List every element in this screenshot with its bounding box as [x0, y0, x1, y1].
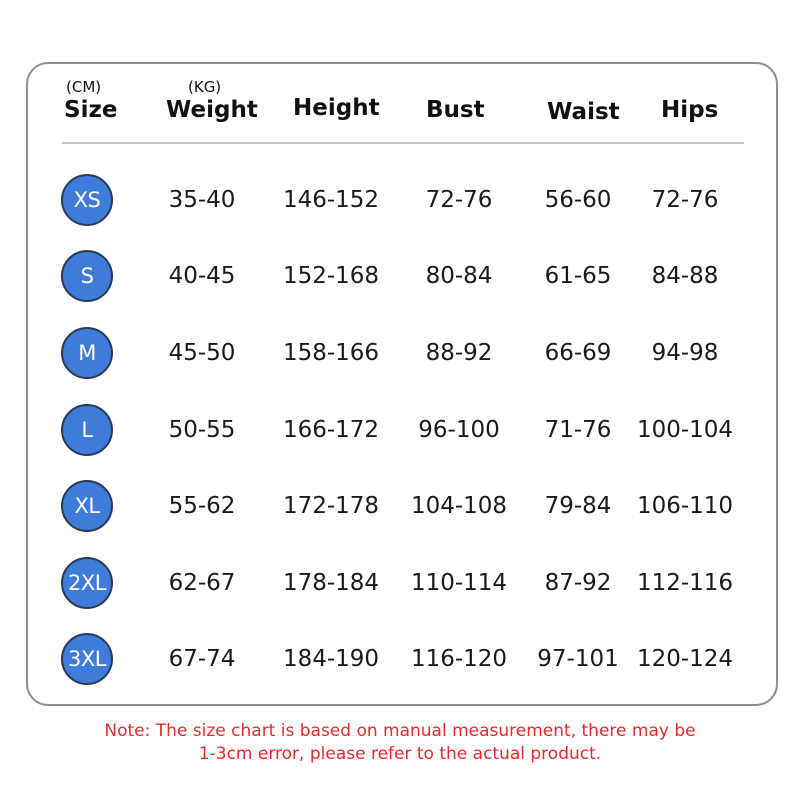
table-cell-weight: 50-55 [168, 417, 236, 443]
table-cell-waist: 97-101 [537, 646, 619, 672]
note-line-2: 1-3cm error, please refer to the actual … [198, 744, 602, 764]
table-cell-hips: 84-88 [651, 263, 719, 289]
size-badge: M [61, 327, 113, 379]
table-cell-waist: 79-84 [544, 493, 612, 519]
table-cell-hips: 94-98 [651, 340, 719, 366]
table-cell-height: 184-190 [282, 646, 380, 672]
table-cell-weight: 40-45 [168, 263, 236, 289]
table-cell-weight: 45-50 [168, 340, 236, 366]
table-cell-height: 146-152 [282, 187, 380, 213]
table-cell-bust: 88-92 [425, 340, 493, 366]
note-line-1: Note: The size chart is based on manual … [104, 721, 696, 741]
size-badge: S [61, 250, 113, 302]
table-cell-weight: 35-40 [168, 187, 236, 213]
table-cell-waist: 56-60 [544, 187, 612, 213]
header-bust: Bust [426, 97, 485, 123]
table-cell-weight: 55-62 [168, 493, 236, 519]
table-cell-hips: 106-110 [636, 493, 734, 519]
size-badge: XS [61, 174, 113, 226]
table-cell-bust: 72-76 [425, 187, 493, 213]
table-cell-bust: 116-120 [410, 646, 508, 672]
header-size: Size [64, 97, 118, 123]
table-cell-bust: 104-108 [410, 493, 508, 519]
table-cell-height: 166-172 [282, 417, 380, 443]
weight-unit-label: (KG) [188, 78, 222, 96]
table-cell-weight: 62-67 [168, 570, 236, 596]
header-divider [62, 142, 744, 144]
size-badge: 2XL [61, 557, 113, 609]
table-cell-weight: 67-74 [168, 646, 236, 672]
size-chart-card: (CM) (KG) Size Weight Height Bust Waist … [26, 62, 778, 706]
table-cell-bust: 110-114 [410, 570, 508, 596]
table-cell-hips: 72-76 [651, 187, 719, 213]
size-badge: 3XL [61, 633, 113, 685]
table-cell-height: 158-166 [282, 340, 380, 366]
table-cell-waist: 61-65 [544, 263, 612, 289]
table-cell-height: 178-184 [282, 570, 380, 596]
header-weight: Weight [166, 97, 258, 123]
table-cell-hips: 100-104 [636, 417, 734, 443]
size-badge: XL [61, 480, 113, 532]
table-cell-height: 152-168 [282, 263, 380, 289]
table-cell-waist: 87-92 [544, 570, 612, 596]
table-cell-bust: 96-100 [418, 417, 500, 443]
table-cell-waist: 71-76 [544, 417, 612, 443]
table-cell-bust: 80-84 [425, 263, 493, 289]
table-cell-waist: 66-69 [544, 340, 612, 366]
header-waist: Waist [547, 99, 620, 125]
header-hips: Hips [661, 97, 719, 123]
table-cell-hips: 120-124 [636, 646, 734, 672]
size-badge: L [61, 404, 113, 456]
table-cell-hips: 112-116 [636, 570, 734, 596]
header-height: Height [293, 95, 380, 121]
table-cell-height: 172-178 [282, 493, 380, 519]
size-unit-label: (CM) [66, 78, 102, 96]
